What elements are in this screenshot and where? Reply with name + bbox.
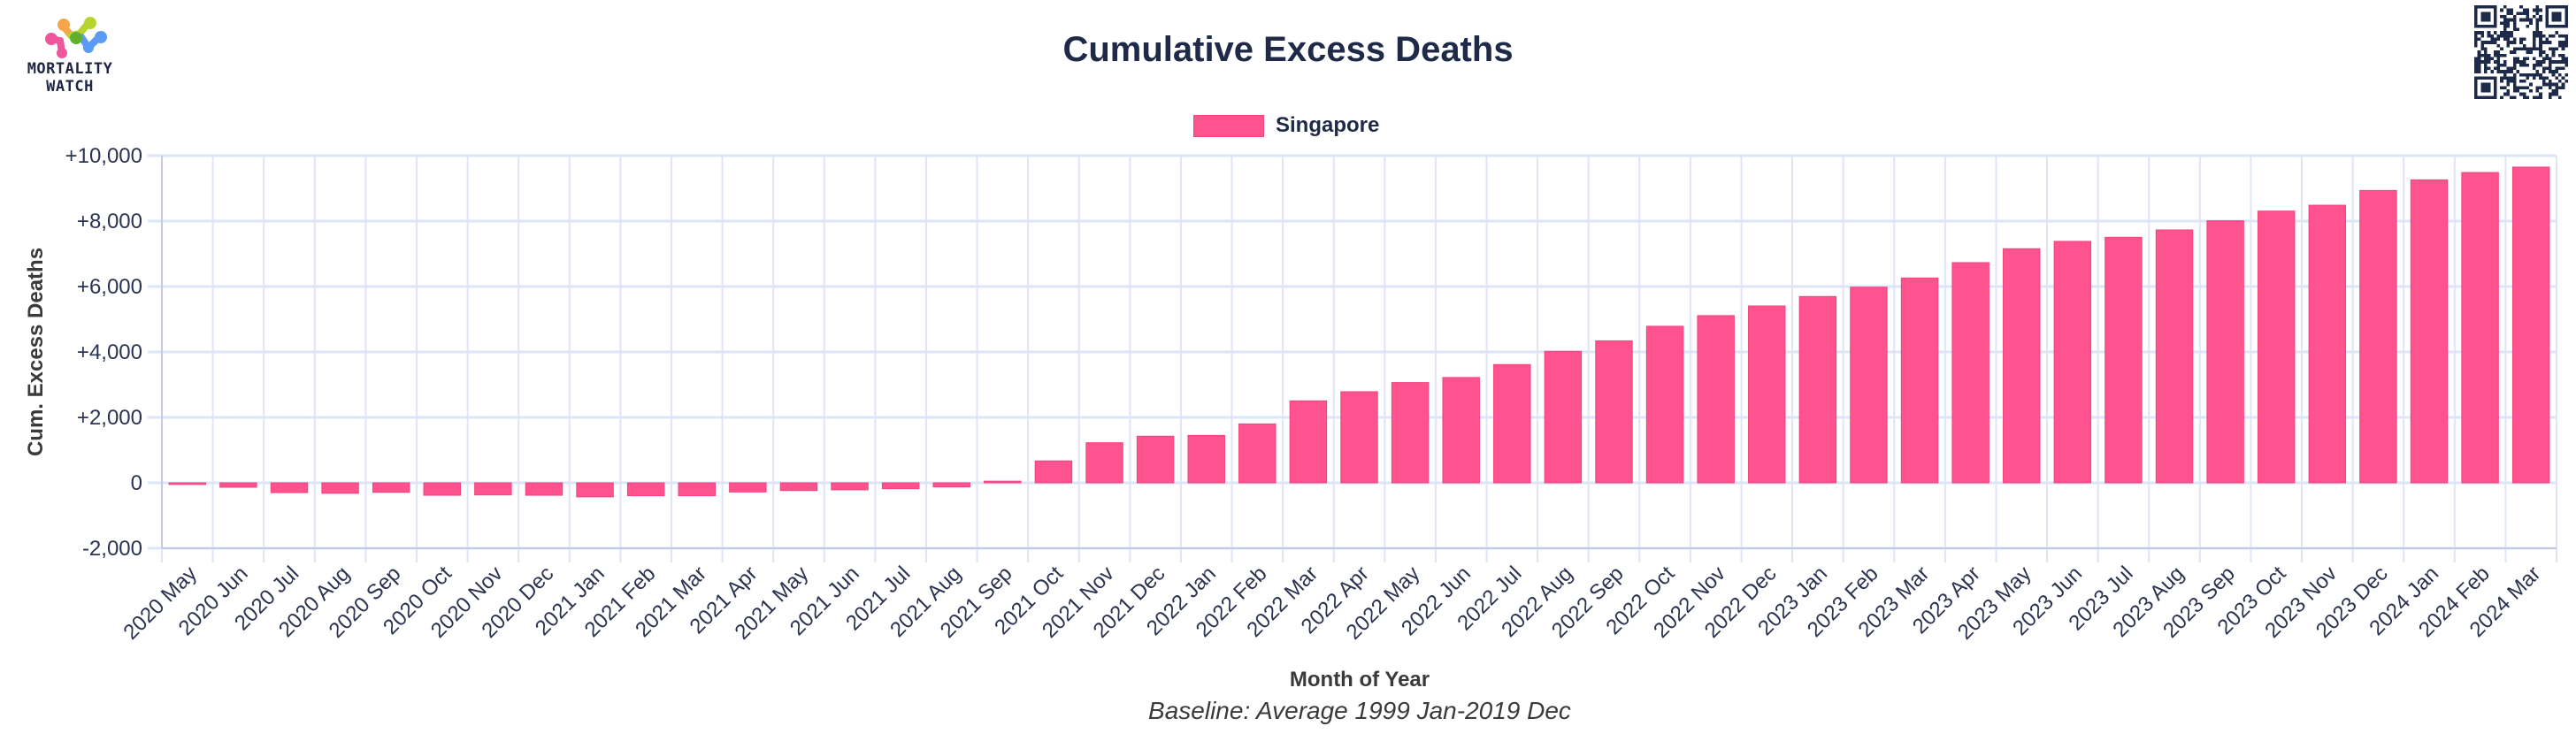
bar[interactable] xyxy=(1340,391,1378,484)
bar[interactable] xyxy=(576,482,614,498)
bar[interactable] xyxy=(2359,189,2397,484)
bar[interactable] xyxy=(932,482,970,488)
logo-text-line1: MORTALITY xyxy=(27,60,113,78)
y-tick-label: +10,000 xyxy=(65,144,142,168)
bar[interactable] xyxy=(2053,241,2092,484)
qr-code[interactable] xyxy=(2474,4,2568,100)
bar[interactable] xyxy=(168,482,207,485)
y-tick-labels: -2,000 0 +2,000 +4,000 +6,000 +8,000 +10,000 xyxy=(65,144,142,561)
logo-text-line2: WATCH xyxy=(46,78,94,96)
bar[interactable] xyxy=(1951,262,1990,484)
bar[interactable] xyxy=(1289,400,1328,484)
y-tick-label: 0 xyxy=(131,471,142,495)
bar[interactable] xyxy=(270,482,309,493)
bar[interactable] xyxy=(2003,248,2041,484)
bar[interactable] xyxy=(1748,305,1786,484)
bar[interactable] xyxy=(2308,204,2347,484)
vertical-gridlines xyxy=(161,156,2557,562)
y-tick-label: +4,000 xyxy=(77,340,142,364)
mortality-watch-logo: MORTALITY WATCH xyxy=(12,14,127,98)
bar[interactable] xyxy=(1493,363,1531,484)
bar[interactable] xyxy=(1136,435,1175,484)
bar[interactable] xyxy=(2104,236,2143,484)
bar[interactable] xyxy=(2206,220,2244,484)
y-tick-label: +2,000 xyxy=(77,406,142,430)
bar[interactable] xyxy=(1391,382,1430,484)
bar[interactable] xyxy=(1697,315,1735,484)
bar[interactable] xyxy=(984,480,1022,484)
bar[interactable] xyxy=(729,482,767,493)
chart-title: Cumulative Excess Deaths xyxy=(1062,30,1514,69)
logo-network-icon xyxy=(45,17,107,58)
y-axis-label: Cum. Excess Deaths xyxy=(24,248,48,456)
bar[interactable] xyxy=(1442,377,1480,484)
bar[interactable] xyxy=(219,482,257,488)
y-tick-label: +8,000 xyxy=(77,210,142,233)
legend-swatch-singapore[interactable] xyxy=(1193,114,1264,137)
y-tick-label: -2,000 xyxy=(82,537,142,561)
bars xyxy=(168,166,2550,498)
bar[interactable] xyxy=(1034,460,1073,484)
bar[interactable] xyxy=(678,482,716,497)
bar[interactable] xyxy=(2257,210,2296,484)
bar[interactable] xyxy=(525,482,564,496)
bar[interactable] xyxy=(1544,350,1583,484)
bar[interactable] xyxy=(474,482,512,496)
bar[interactable] xyxy=(1900,277,1939,484)
bar[interactable] xyxy=(831,482,869,491)
bar[interactable] xyxy=(1238,423,1276,484)
y-tick-label: +6,000 xyxy=(77,275,142,299)
bar[interactable] xyxy=(1645,325,1684,484)
bar[interactable] xyxy=(779,482,818,492)
bar[interactable] xyxy=(372,482,410,493)
bar[interactable] xyxy=(2461,172,2499,484)
bar[interactable] xyxy=(1798,295,1837,484)
legend: Singapore xyxy=(1193,113,1379,138)
bar[interactable] xyxy=(1595,340,1633,484)
bar[interactable] xyxy=(881,482,920,490)
legend-label-singapore[interactable]: Singapore xyxy=(1276,113,1380,137)
bar[interactable] xyxy=(626,482,665,497)
x-axis-label: Month of Year xyxy=(1290,668,1430,692)
bar[interactable] xyxy=(2511,166,2550,484)
bar[interactable] xyxy=(2410,179,2449,484)
bar[interactable] xyxy=(321,482,359,494)
axes xyxy=(161,156,2557,549)
bar[interactable] xyxy=(1085,442,1123,484)
bar[interactable] xyxy=(423,482,462,496)
bar[interactable] xyxy=(1187,434,1225,484)
bar[interactable] xyxy=(1850,287,1888,484)
baseline-note: Baseline: Average 1999 Jan-2019 Dec xyxy=(1148,697,1571,724)
bar[interactable] xyxy=(2155,229,2194,484)
